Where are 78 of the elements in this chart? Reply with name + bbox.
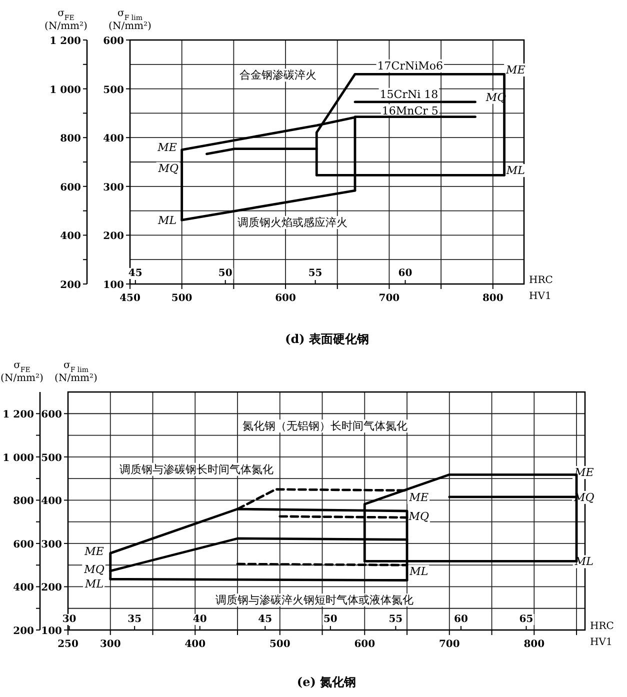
- x-tick-label: 450: [120, 293, 140, 304]
- x2-tick-label: 45: [128, 268, 142, 279]
- x-tick-label: 500: [269, 639, 290, 650]
- text: (d) 表面硬化钢: [285, 332, 369, 346]
- x2-tick-label: 60: [454, 614, 468, 625]
- y-axis-title: σ$_{FE}$ (N/mm²): [44, 8, 88, 32]
- y-tick-label: 1 000: [2, 452, 34, 464]
- x2-tick-label: 55: [388, 614, 403, 625]
- annotation: MQ: [408, 510, 430, 523]
- y-tick-label: 200: [60, 280, 82, 291]
- y-tick-label: 800: [60, 134, 82, 145]
- x2-axis-title: HRC: [529, 275, 554, 286]
- annotation: 17CrNiMo6: [377, 59, 443, 72]
- y-tick-label: 1 200: [50, 36, 82, 47]
- x2-tick-label: 60: [398, 268, 412, 279]
- x-tick-label: 600: [354, 639, 376, 650]
- y2-tick-label: 400: [41, 496, 62, 508]
- x2-tick-label: 45: [258, 614, 272, 625]
- annotation: ML: [157, 214, 177, 228]
- x-tick-label: 500: [171, 293, 192, 304]
- x2-tick-label: 50: [323, 614, 338, 625]
- y2-tick-label: 300: [41, 539, 62, 550]
- x-tick-label: 700: [378, 293, 400, 304]
- y2-tick-label: 500: [41, 452, 62, 464]
- y2-tick-label: 600: [41, 410, 62, 421]
- y-axis-title: σ$_{FE}$ (N/mm²): [0, 360, 44, 384]
- y2-tick-label: 100: [41, 626, 62, 637]
- x2-tick-label: 30: [62, 614, 76, 625]
- x-axis-title: HV1: [529, 291, 552, 302]
- x-tick-label: 300: [100, 639, 121, 650]
- y2-axis-title: σ$_{F lim}$ (N/mm²): [108, 8, 152, 32]
- annotation: MQ: [83, 562, 104, 576]
- annotation: ML: [505, 164, 525, 178]
- y-tick-label: 1 200: [2, 410, 34, 421]
- annotation: 氮化钢（无铝钢）长时间气体氮化: [242, 420, 408, 433]
- x2-tick-label: 40: [192, 614, 207, 625]
- y-tick-label: 400: [60, 231, 82, 242]
- y2-tick-label: 200: [41, 582, 62, 594]
- y2-axis-title: σ$_{F lim}$ (N/mm²): [54, 360, 98, 384]
- x2-tick-label: 65: [519, 614, 534, 625]
- x-tick-label: 800: [524, 639, 545, 650]
- x-tick-label: 400: [184, 639, 206, 650]
- annotation: ME: [156, 140, 177, 154]
- y-tick-label: 800: [13, 496, 34, 508]
- annotation: 16MnCr 5: [382, 104, 438, 118]
- annotation: ML: [408, 564, 428, 578]
- y-tick-label: 200: [13, 626, 34, 637]
- annotation: MQ: [157, 162, 179, 176]
- y-tick-label: 1 000: [50, 84, 82, 96]
- y2-tick-label: 500: [103, 84, 124, 96]
- annotation: 15CrNi 18: [380, 88, 438, 101]
- text: (e) 氮化钢: [296, 675, 356, 689]
- annotation: ME: [84, 545, 104, 558]
- y2-tick-label: 400: [103, 134, 124, 145]
- x-tick-label: 250: [58, 639, 78, 650]
- y2-tick-label: 300: [103, 182, 124, 194]
- annotation: 调质钢与渗碳淬火钢短时气体或液体氮化: [216, 594, 414, 607]
- y2-tick-label: 600: [103, 36, 124, 47]
- x-axis-title: HV1: [590, 637, 612, 648]
- y-tick-label: 600: [60, 182, 82, 194]
- x2-tick-label: 50: [218, 268, 232, 279]
- annotation: ME: [408, 491, 429, 504]
- annotation: ME: [574, 466, 594, 480]
- annotation: 调质钢与渗碳钢长时间气体氮化: [120, 462, 274, 476]
- x-tick-label: 600: [275, 293, 296, 304]
- y2-tick-label: 100: [103, 280, 124, 291]
- x2-tick-label: 35: [128, 614, 142, 625]
- y-tick-label: 600: [13, 539, 34, 550]
- annotation: ME: [505, 64, 526, 77]
- y2-tick-label: 200: [103, 231, 124, 242]
- x2-axis-title: HRC: [590, 621, 614, 632]
- x-tick-label: 700: [438, 639, 460, 650]
- annotation: 调质钢火焰或感应淬火: [238, 216, 348, 230]
- y-tick-label: 400: [13, 582, 34, 594]
- x-tick-label: 800: [482, 293, 504, 304]
- x2-tick-label: 55: [308, 268, 322, 279]
- annotation: 合金钢渗碳淬火: [240, 68, 317, 82]
- annotation: ML: [84, 578, 104, 591]
